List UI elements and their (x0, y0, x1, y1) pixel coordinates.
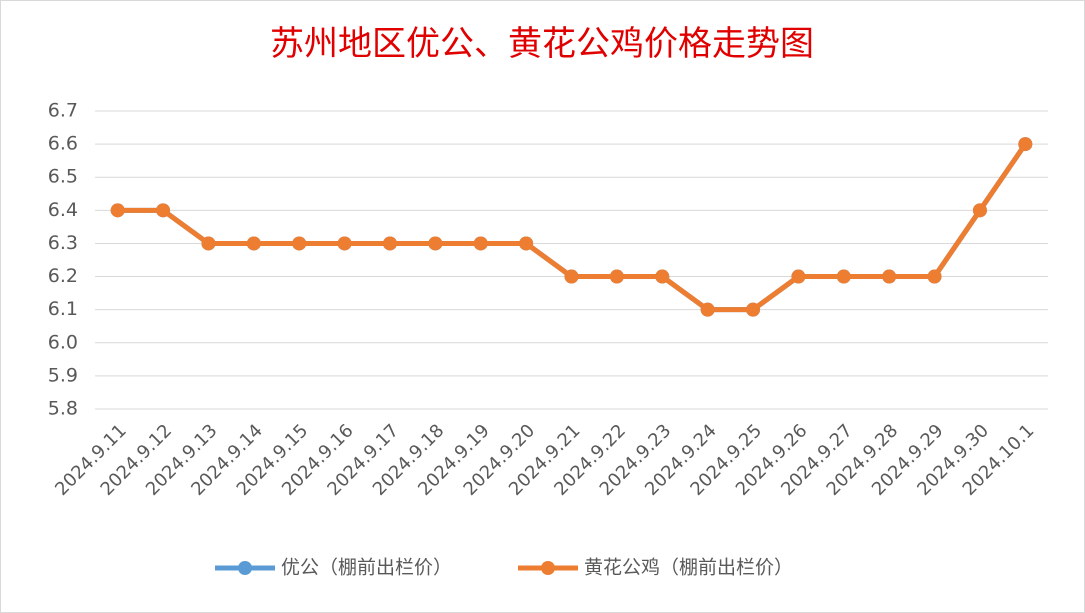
data-point (927, 269, 942, 284)
legend-label: 优公（棚前出栏价） (281, 557, 452, 579)
data-point (382, 236, 397, 251)
y-tick-label: 6.5 (48, 166, 78, 188)
data-point (564, 269, 579, 284)
data-point (337, 236, 352, 251)
y-tick-label: 6.1 (48, 298, 78, 320)
data-point (836, 269, 851, 284)
data-point (428, 236, 443, 251)
data-point (972, 203, 987, 218)
y-tick-label: 6.3 (48, 232, 78, 254)
data-point (473, 236, 488, 251)
y-tick-label: 5.8 (48, 398, 78, 420)
legend-marker (238, 561, 252, 575)
data-point (791, 269, 806, 284)
data-point (746, 302, 761, 317)
y-tick-label: 6.7 (48, 100, 78, 122)
y-tick-label: 6.6 (48, 133, 78, 155)
data-point (609, 269, 624, 284)
data-point (246, 236, 261, 251)
chart-title: 苏州地区优公、黄花公鸡价格走势图 (270, 24, 814, 64)
data-point (655, 269, 670, 284)
data-point (1018, 137, 1033, 152)
y-tick-label: 5.9 (48, 364, 78, 386)
y-tick-label: 6.0 (48, 331, 78, 353)
data-point (110, 203, 125, 218)
data-point (882, 269, 897, 284)
data-point (700, 302, 715, 317)
y-tick-label: 6.2 (48, 265, 78, 287)
data-point (292, 236, 307, 251)
legend-marker (541, 561, 555, 575)
data-point (519, 236, 534, 251)
data-point (201, 236, 216, 251)
legend-label: 黄花公鸡（棚前出栏价） (584, 557, 793, 579)
y-tick-label: 6.4 (48, 199, 78, 221)
data-point (156, 203, 171, 218)
